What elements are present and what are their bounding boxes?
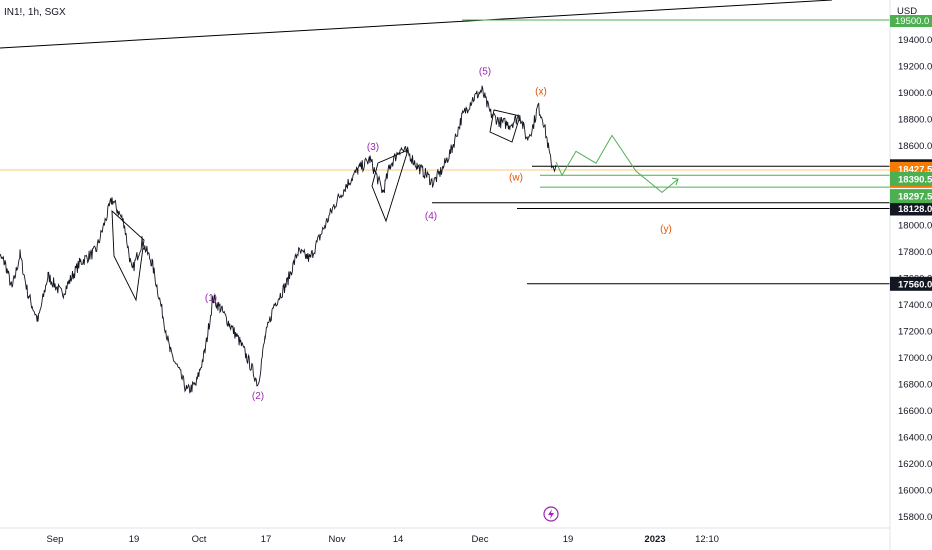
level-badge [890, 201, 932, 216]
x-tick-label: Sep [47, 534, 64, 545]
pattern-triangle-3 [371, 149, 409, 223]
x-tick-label: Nov [329, 534, 346, 545]
x-tick-label: 19 [563, 534, 574, 545]
y-tick-label: 17200.0 [898, 327, 932, 338]
price-axis[interactable] [890, 0, 932, 550]
y-tick-label: 16800.0 [898, 380, 932, 391]
pattern-triangle-5 [489, 109, 521, 143]
wave-label: (y) [660, 224, 672, 235]
y-tick-label: 19400.0 [898, 35, 932, 46]
x-tick-label: 12:10 [695, 534, 719, 545]
top-level-badge [890, 15, 932, 27]
projection-arrowhead [671, 177, 679, 186]
wave-label: (2) [252, 391, 264, 402]
y-tick-label: 16000.0 [898, 486, 932, 497]
level-badge-text: 17560.0 [898, 279, 932, 290]
pattern-triangle-left [111, 209, 145, 302]
green-level-badge-text: 18390.5 [898, 174, 932, 185]
level-badge-text: 18128.0 [898, 204, 932, 215]
y-tick-label: 15800.0 [898, 512, 932, 523]
green-level-badge [890, 189, 932, 204]
wave-label: (5) [479, 67, 491, 78]
y-tick-label: 17400.0 [898, 300, 932, 311]
last-price-badge-text: 18427.5 [898, 164, 932, 175]
y-tick-label: 18600.0 [898, 141, 932, 152]
symbol-title: IN1!, 1h, SGX [4, 7, 66, 18]
x-tick-label: Oct [192, 534, 207, 545]
y-tick-label: 16400.0 [898, 433, 932, 444]
x-tick-label: 14 [393, 534, 404, 545]
drawing-layer [0, 0, 890, 302]
x-tick-label: 17 [261, 534, 272, 545]
wave-label: (w) [509, 172, 523, 183]
wave-label: (4) [425, 211, 437, 222]
price-series [0, 85, 557, 394]
wave-label: (3) [367, 142, 379, 153]
y-tick-label: 16200.0 [898, 459, 932, 470]
projection-path[interactable] [555, 134, 679, 194]
y-tick-label: 18000.0 [898, 221, 932, 232]
wave-label: (1) [205, 293, 217, 304]
wave-label: (x) [535, 86, 547, 97]
green-level-badge [890, 171, 932, 186]
x-tick-label: Dec [472, 534, 489, 545]
green-level-badge-text: 18297.5 [898, 192, 932, 203]
x-tick-label: 19 [129, 534, 140, 545]
lightning-icon [548, 509, 554, 519]
top-level-badge-text: 19500.0 [895, 16, 929, 27]
y-tick-label: 19200.0 [898, 62, 932, 73]
y-tick-label: 16600.0 [898, 406, 932, 417]
x-tick-label: 2023 [644, 534, 665, 545]
y-tick-label: 19000.0 [898, 88, 932, 99]
level-badge [890, 276, 932, 291]
y-tick-label: 18800.0 [898, 115, 932, 126]
trendline-top [0, 0, 833, 49]
y-tick-label: 17000.0 [898, 353, 932, 364]
y-tick-label: 17800.0 [898, 247, 932, 258]
currency-label: USD [897, 6, 917, 17]
